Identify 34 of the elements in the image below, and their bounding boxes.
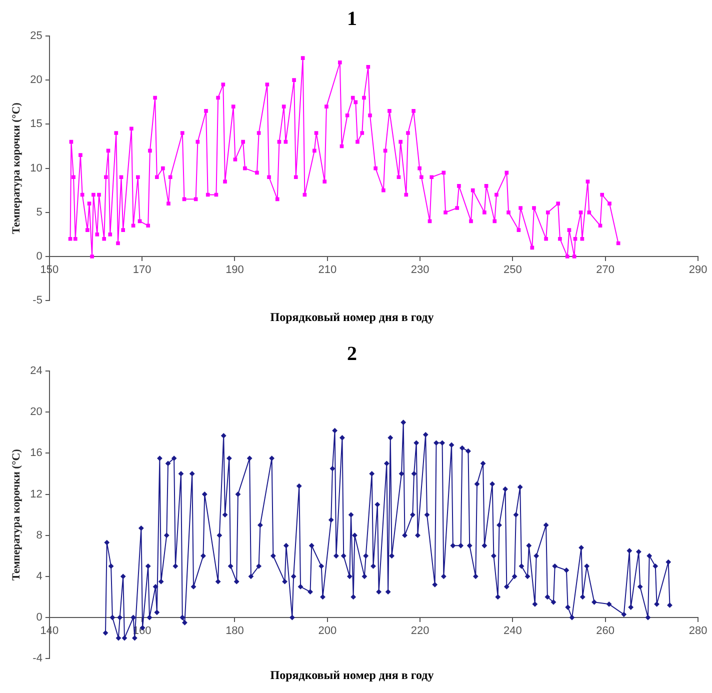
x-tick-label: 290 xyxy=(688,264,708,276)
x-tick-label: 180 xyxy=(226,625,244,638)
chart-title: 2 xyxy=(347,343,357,366)
x-tick-label: 270 xyxy=(596,264,615,276)
y-tick-label: -5 xyxy=(32,294,42,307)
y-axis-title: Температура корочки (°C) xyxy=(10,102,22,234)
y-tick-label: 0 xyxy=(36,612,42,624)
y-tick-label: 5 xyxy=(36,206,42,218)
y-tick-label: 4 xyxy=(36,570,42,582)
x-tick-label: 200 xyxy=(318,625,337,638)
y-tick-label: 15 xyxy=(30,118,42,130)
x-tick-label: 230 xyxy=(410,264,430,276)
y-tick-label: 16 xyxy=(30,447,42,460)
y-tick-label: 24 xyxy=(30,365,42,378)
x-tick-label: 260 xyxy=(596,625,615,638)
x-tick-label: 220 xyxy=(410,625,430,638)
y-tick-label: -4 xyxy=(32,652,42,665)
chart-title: 1 xyxy=(347,8,357,30)
x-tick-label: 250 xyxy=(504,264,522,276)
x-tick-label: 210 xyxy=(318,264,337,276)
y-tick-label: 0 xyxy=(36,250,42,263)
y-tick-label: 20 xyxy=(30,74,42,86)
x-axis-title: Порядковый номер дня в году xyxy=(270,310,434,324)
x-tick-label: 280 xyxy=(688,625,708,638)
y-tick-label: 20 xyxy=(30,406,42,418)
y-tick-label: 12 xyxy=(30,488,42,500)
y-tick-label: 10 xyxy=(30,162,42,174)
y-tick-label: 25 xyxy=(30,30,42,42)
x-tick-label: 170 xyxy=(132,264,152,276)
x-tick-label: 240 xyxy=(504,625,522,638)
y-tick-label: 8 xyxy=(36,529,42,542)
y-axis-title: Температура корочки (°C) xyxy=(10,448,22,580)
x-tick-label: 190 xyxy=(226,264,244,276)
x-axis-title: Порядковый номер дня в году xyxy=(270,668,434,682)
